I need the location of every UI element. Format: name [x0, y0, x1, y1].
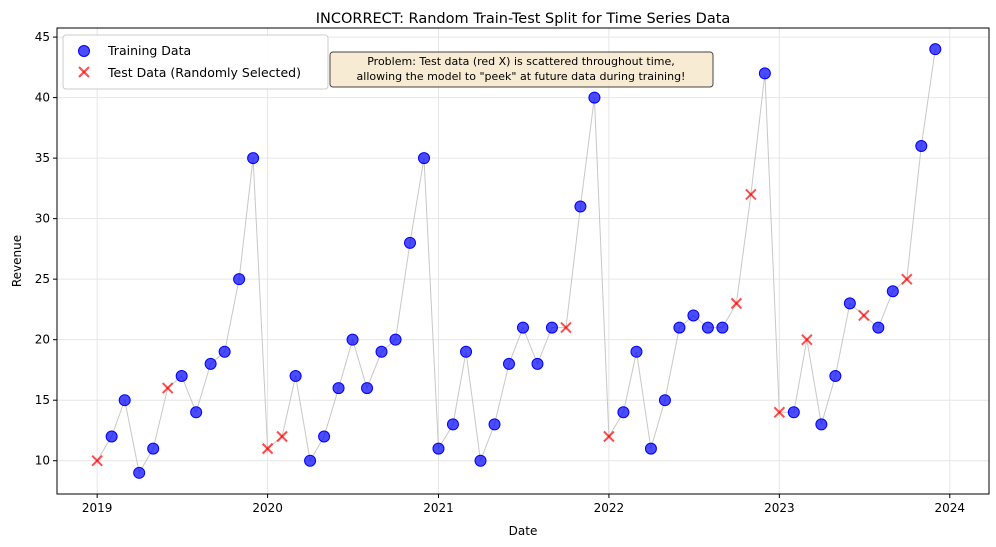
training-point	[105, 430, 118, 443]
training-point	[332, 382, 345, 395]
training-point	[758, 67, 771, 80]
y-tick-label: 25	[35, 272, 50, 286]
training-point	[886, 285, 899, 298]
x-tick-label: 2022	[594, 501, 625, 515]
x-tick-label: 2019	[82, 501, 113, 515]
test-point	[901, 273, 913, 285]
y-axis: 10 15 20 25 30 35 40 45	[35, 30, 57, 468]
x-axis: 2019 2020 2021 2022 2023 2024	[82, 494, 965, 515]
test-point	[773, 406, 786, 419]
training-point	[843, 297, 856, 310]
training-point	[673, 321, 686, 334]
test-point	[161, 382, 174, 394]
training-point	[502, 357, 515, 370]
training-point	[190, 406, 203, 419]
training-point	[175, 369, 188, 382]
training-point	[404, 236, 417, 249]
training-point	[574, 200, 587, 213]
training-point	[446, 418, 459, 431]
training-point	[829, 369, 842, 382]
test-point	[560, 321, 572, 334]
training-point	[716, 321, 729, 334]
y-tick-label: 30	[35, 212, 50, 226]
training-point	[218, 345, 231, 358]
x-tick-label: 2023	[764, 501, 795, 515]
training-point	[289, 369, 302, 382]
annotation-line-1: Problem: Test data (red X) is scattered …	[367, 55, 675, 68]
y-axis-title: Revenue	[10, 235, 24, 287]
y-tick-label: 15	[35, 393, 50, 407]
training-point	[701, 321, 714, 334]
training-point	[687, 309, 700, 322]
test-point	[745, 188, 757, 201]
test-point	[603, 430, 615, 443]
plot-frame	[56, 27, 990, 495]
training-point	[915, 140, 928, 153]
training-point	[658, 394, 671, 407]
training-point	[346, 333, 359, 346]
x-axis-title: Date	[509, 524, 538, 538]
training-point	[133, 466, 146, 479]
test-point	[91, 455, 103, 467]
y-tick-label: 45	[35, 30, 50, 44]
training-point	[617, 406, 630, 419]
test-point	[276, 430, 288, 443]
y-tick-label: 40	[35, 91, 50, 105]
training-point	[588, 91, 601, 104]
y-tick-label: 10	[35, 454, 50, 468]
training-point	[147, 442, 160, 455]
training-point	[304, 454, 317, 467]
training-point	[815, 418, 828, 431]
test-point	[858, 309, 870, 322]
x-tick-label: 2020	[252, 501, 283, 515]
training-point	[644, 442, 657, 455]
training-point	[361, 382, 374, 395]
y-tick-label: 20	[35, 333, 50, 347]
training-point	[531, 357, 544, 370]
training-point	[630, 345, 643, 358]
data-points	[91, 43, 942, 479]
training-point	[118, 394, 131, 407]
x-tick-label: 2024	[935, 501, 966, 515]
test-point	[730, 297, 743, 310]
training-point	[233, 273, 246, 286]
training-point	[929, 43, 942, 56]
training-point	[389, 333, 402, 346]
training-point	[474, 454, 487, 467]
training-point	[375, 345, 388, 358]
legend-test-label: Test Data (Randomly Selected)	[107, 65, 301, 80]
training-point	[460, 345, 473, 358]
annotation: Problem: Test data (red X) is scattered …	[329, 51, 714, 88]
annotation-line-2: allowing the model to "peek" at future d…	[357, 70, 686, 83]
legend-test-marker	[78, 66, 90, 78]
training-point	[318, 430, 331, 443]
x-tick-label: 2021	[423, 501, 454, 515]
legend: Training Data Test Data (Randomly Select…	[62, 34, 329, 90]
training-point	[488, 418, 501, 431]
training-point	[204, 357, 217, 370]
test-point	[801, 333, 813, 346]
series-connector-line	[96, 49, 936, 475]
y-tick-label: 35	[35, 151, 50, 165]
legend-training-marker	[78, 45, 90, 57]
training-point	[872, 321, 885, 334]
annotation-box	[329, 51, 714, 88]
chart-title: INCORRECT: Random Train-Test Split for T…	[316, 11, 731, 27]
training-point	[432, 442, 445, 455]
training-point	[517, 321, 529, 334]
legend-box	[62, 34, 329, 90]
training-point	[787, 406, 800, 419]
legend-training-label: Training Data	[107, 43, 191, 58]
training-point	[545, 321, 558, 334]
grid	[57, 28, 989, 494]
training-point	[247, 152, 260, 165]
test-point	[261, 442, 274, 455]
training-point	[418, 152, 431, 165]
